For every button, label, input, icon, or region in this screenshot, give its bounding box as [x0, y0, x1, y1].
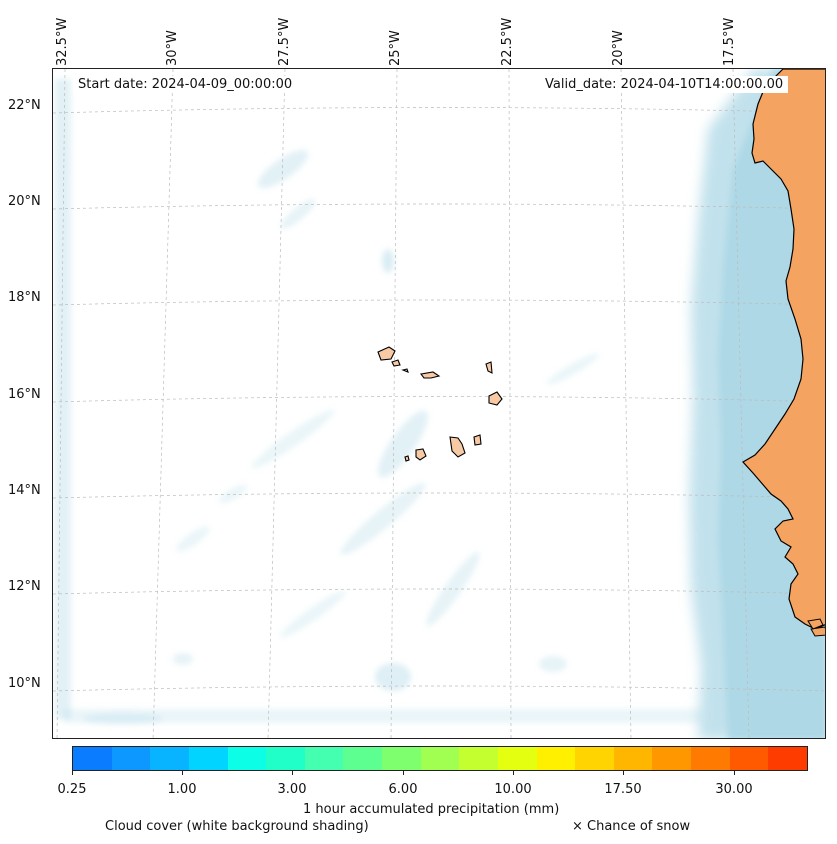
colorbar-segment	[150, 747, 189, 770]
colorbar-segment	[343, 747, 382, 770]
island-santo-antao	[377, 346, 396, 361]
colorbar-segment	[304, 747, 344, 770]
graticule	[53, 69, 825, 738]
lat-label-20n: 20°N	[8, 194, 41, 209]
lon-label-27-5w: 27.5°W	[277, 17, 292, 66]
colorbar-segment	[536, 747, 576, 770]
valid-date-label: Valid_date: 2024-04-10T14:00:00.00	[540, 76, 789, 93]
colorbar-tick-label: 0.25	[57, 782, 87, 797]
island-fogo	[415, 448, 427, 461]
colorbar-tick-label: 3.00	[277, 782, 307, 797]
colorbar-tick-label: 6.00	[388, 782, 418, 797]
colorbar-tick-label: 17.50	[604, 782, 642, 797]
colorbar-segment	[729, 747, 769, 770]
colorbar-segment	[188, 747, 228, 770]
colorbar-segment	[73, 747, 112, 770]
colorbar-tick-label: 1.00	[167, 782, 197, 797]
lon-label-32-5w: 32.5°W	[55, 17, 70, 66]
island-sao-vicente	[391, 359, 401, 367]
cape-verde-islands	[377, 346, 503, 462]
lat-label-14n: 14°N	[8, 483, 41, 498]
island-maio	[473, 434, 482, 446]
colorbar-segment	[111, 747, 151, 770]
island-brava	[404, 455, 410, 462]
colorbar-segment	[691, 747, 730, 770]
africa-coastline	[742, 69, 825, 630]
lon-label-17-5w: 17.5°W	[722, 17, 737, 66]
lat-label-22n: 22°N	[8, 98, 41, 113]
colorbar-segment	[420, 747, 460, 770]
colorbar-segment	[459, 747, 498, 770]
precipitation-colorbar	[72, 746, 808, 771]
colorbar-tick-label: 30.00	[715, 782, 753, 797]
cloud-cover-ocean	[55, 79, 703, 725]
lat-label-16n: 16°N	[8, 387, 41, 402]
colorbar-segment	[613, 747, 653, 770]
lon-label-20w: 20°W	[611, 30, 626, 66]
island-santiago	[449, 436, 466, 458]
island-boa-vista	[488, 391, 503, 406]
island-sao-nicolau	[420, 371, 441, 379]
colorbar-segment	[575, 747, 614, 770]
island-santa-luzia	[401, 368, 409, 373]
lat-label-18n: 18°N	[8, 290, 41, 305]
lon-label-22-5w: 22.5°W	[500, 17, 515, 66]
lon-label-25w: 25°W	[388, 30, 403, 66]
island-sal	[485, 361, 493, 374]
colorbar-segment	[768, 747, 807, 770]
colorbar-segment	[227, 747, 267, 770]
snow-legend: × Chance of snow	[572, 819, 691, 834]
colorbar-segment	[266, 747, 305, 770]
start-date-label: Start date: 2024-04-09_00:00:00	[73, 76, 298, 93]
colorbar-segment	[652, 747, 691, 770]
lon-label-30w: 30°W	[165, 30, 180, 66]
colorbar-tick-label: 10.00	[494, 782, 532, 797]
map-area[interactable]	[52, 68, 826, 739]
lat-label-12n: 12°N	[8, 579, 41, 594]
colorbar-segment	[382, 747, 421, 770]
colorbar-segment	[497, 747, 537, 770]
colorbar-title: 1 hour accumulated precipitation (mm)	[303, 802, 560, 817]
lat-label-10n: 10°N	[8, 676, 41, 691]
cloud-cover-legend: Cloud cover (white background shading)	[105, 819, 369, 834]
bijagos-islands	[807, 618, 825, 637]
